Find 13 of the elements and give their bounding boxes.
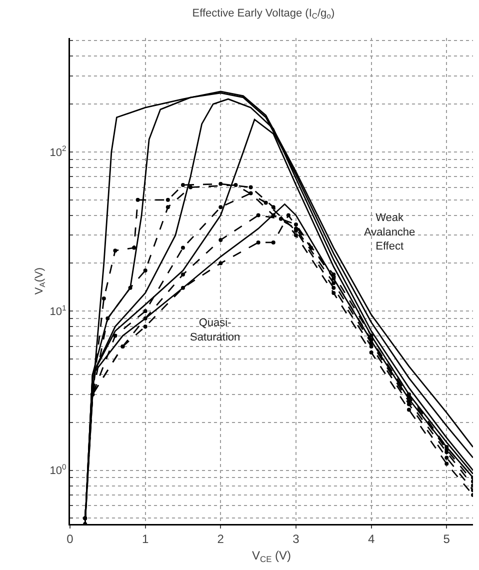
x-tick-label: 0 <box>66 532 74 546</box>
chart-title: Effective Early Voltage (I$_{C}$/g$_{o}$) <box>192 7 335 21</box>
x-tick-label: 5 <box>443 532 450 546</box>
x-tick-label: 1 <box>142 532 149 546</box>
y-tick-label: 10$^{2}$ <box>50 144 66 159</box>
x-tick-label: 3 <box>292 532 300 546</box>
x-axis-title: V$_{CE}$ (V) <box>252 548 291 564</box>
y-tick-label: 10$^{1}$ <box>50 303 66 318</box>
annotation: Weak Avalanche Effect <box>364 212 416 253</box>
x-tick-label: 2 <box>217 532 224 546</box>
annotation: Quasi- Saturation <box>190 317 240 344</box>
x-tick-label: 4 <box>368 532 375 546</box>
y-tick-label: 10$^{0}$ <box>50 462 66 478</box>
